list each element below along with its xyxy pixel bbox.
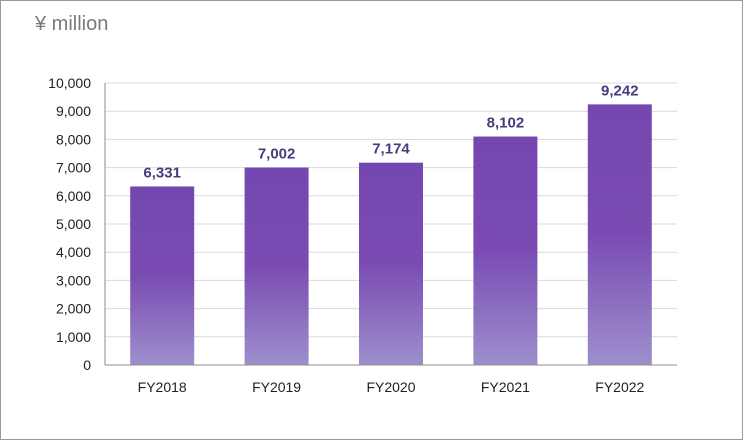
- y-tick-label: 3,000: [56, 272, 91, 288]
- data-label: 8,102: [487, 115, 525, 132]
- x-tick-label: FY2019: [252, 379, 301, 395]
- y-tick-label: 8,000: [56, 131, 91, 147]
- y-tick-label: 9,000: [56, 103, 91, 119]
- y-tick-label: 10,000: [48, 75, 91, 91]
- labels: 0 1,000 2,000 3,000 4,000 5,000 6,000 7,000 8,00…: [48, 75, 644, 395]
- y-tick-label: 6,000: [56, 188, 91, 204]
- y-tick-label: 0: [83, 357, 91, 373]
- data-label: 7,002: [258, 146, 296, 163]
- y-tick-label: 1,000: [56, 329, 91, 345]
- bars: [130, 104, 652, 365]
- data-label: 6,331: [143, 164, 181, 181]
- y-tick-label: 7,000: [56, 160, 91, 176]
- bar: [587, 104, 652, 365]
- x-tick-label: FY2022: [595, 379, 644, 395]
- y-tick-label: 4,000: [56, 244, 91, 260]
- y-tick-label: 2,000: [56, 301, 91, 317]
- bar: [130, 186, 195, 365]
- bar: [244, 167, 309, 365]
- y-tick-label: 5,000: [56, 216, 91, 232]
- x-tick-label: FY2021: [481, 379, 530, 395]
- x-tick-label: FY2018: [138, 379, 187, 395]
- data-label: 7,174: [372, 141, 410, 158]
- bar: [473, 136, 538, 365]
- axes: [104, 83, 677, 366]
- x-tick-label: FY2020: [366, 379, 415, 395]
- unit-label: ¥ million: [35, 13, 109, 35]
- data-label: 9,242: [601, 82, 639, 99]
- bar: [359, 162, 423, 365]
